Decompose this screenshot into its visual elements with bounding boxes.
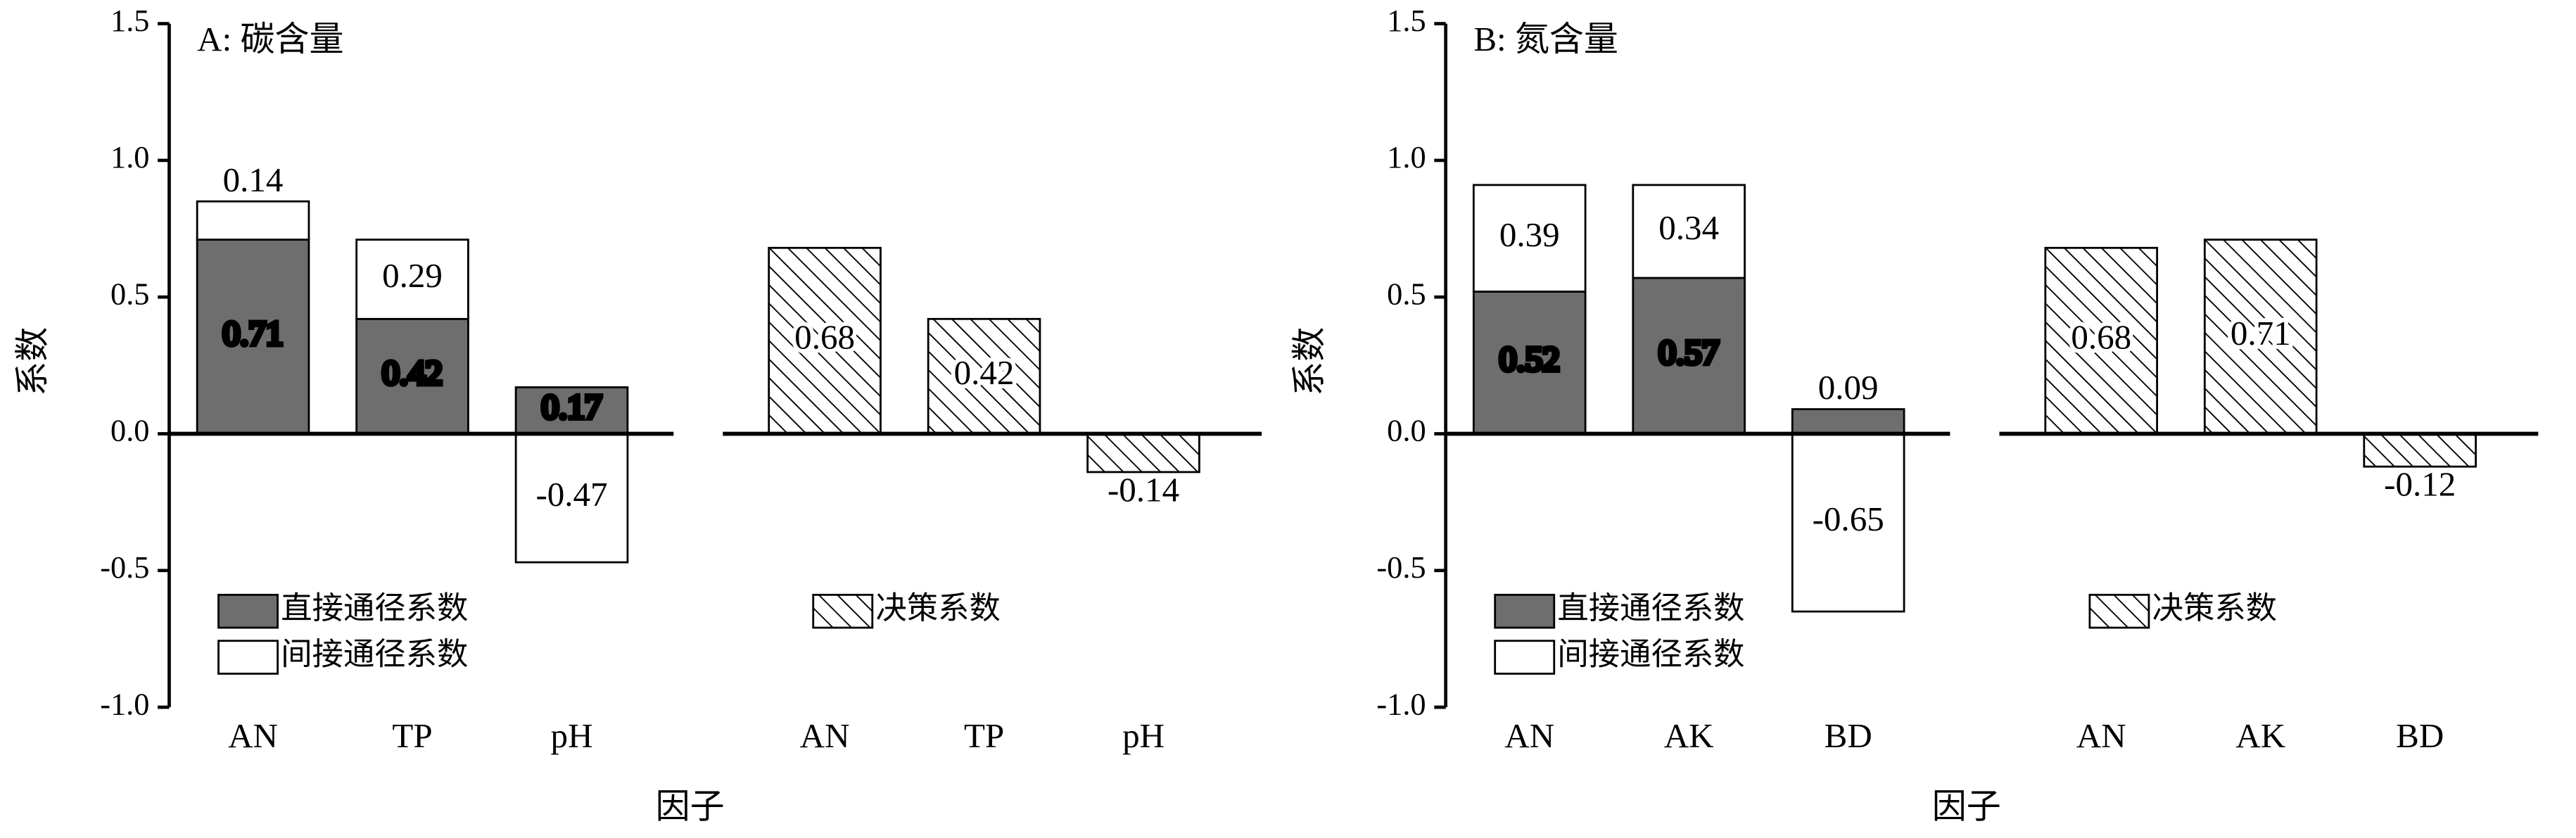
- legend-label: 直接通径系数: [1557, 590, 1744, 626]
- y-tick-label: 1.5: [110, 3, 149, 38]
- bar: [1632, 277, 1746, 435]
- legend-swatch: [217, 640, 279, 675]
- y-tick-label: 1.5: [1387, 3, 1426, 38]
- value-label: 0.17: [542, 388, 602, 426]
- x-tick-label: pH: [551, 716, 593, 755]
- legend-label: 直接通径系数: [281, 590, 468, 626]
- value-label: 0.71: [223, 314, 284, 353]
- bar: [1472, 184, 1587, 293]
- value-label: -0.12: [2384, 465, 2456, 504]
- value-label: 0.42: [954, 353, 1015, 392]
- x-tick-label: AN: [1504, 716, 1554, 755]
- bar: [2203, 239, 2318, 435]
- x-tick-label: TP: [964, 716, 1004, 755]
- x-axis-label: 因子: [1932, 787, 2001, 826]
- x-tick-label: AN: [2076, 716, 2126, 755]
- legend-label: 决策系数: [2152, 590, 2277, 626]
- y-tick-label: 0.5: [1387, 276, 1426, 311]
- x-tick-label: BD: [1825, 716, 1872, 755]
- y-tick-label: 1.0: [1387, 139, 1426, 174]
- value-label: 0.34: [1658, 208, 1719, 247]
- legend-swatch: [1494, 640, 1556, 675]
- value-label: -0.14: [1108, 471, 1179, 509]
- bar: [2363, 433, 2477, 468]
- x-tick-label: BD: [2396, 716, 2444, 755]
- bar: [1791, 433, 1905, 613]
- bar: [196, 200, 310, 241]
- value-label: -0.65: [1813, 500, 1884, 538]
- y-tick-label: 1.0: [110, 139, 149, 174]
- value-label: 0.57: [1658, 333, 1719, 372]
- legend-swatch: [812, 593, 874, 629]
- y-tick-label: 0.0: [1387, 413, 1426, 448]
- bar: [514, 433, 629, 564]
- value-label: 0.39: [1499, 215, 1560, 254]
- value-label: 0.71: [2231, 314, 2291, 353]
- bar: [1086, 433, 1200, 474]
- x-tick-label: AK: [2235, 716, 2285, 755]
- value-label: 0.29: [382, 256, 443, 295]
- y-tick-label: -0.5: [1376, 550, 1426, 585]
- y-tick-label: 0.5: [110, 276, 149, 311]
- x-tick-label: pH: [1122, 716, 1165, 755]
- legend-swatch: [217, 593, 279, 629]
- legend-label: 间接通径系数: [1557, 636, 1744, 671]
- value-label: 0.42: [382, 353, 443, 392]
- legend-label: 决策系数: [875, 590, 1000, 626]
- x-tick-label: AK: [1664, 716, 1714, 755]
- bar: [514, 386, 629, 435]
- legend-label: 间接通径系数: [281, 636, 468, 671]
- value-label: 0.09: [1818, 368, 1879, 407]
- y-tick-label: -1.0: [1376, 686, 1426, 721]
- value-label: 0.14: [223, 160, 284, 199]
- bar: [768, 246, 882, 435]
- y-tick-label: -1.0: [100, 686, 149, 721]
- x-tick-label: TP: [392, 716, 432, 755]
- value-label: 0.52: [1499, 340, 1560, 379]
- x-tick-label: AN: [228, 716, 278, 755]
- y-axis-label: 系数: [1290, 327, 1328, 396]
- x-tick-label: AN: [800, 716, 850, 755]
- bar: [355, 239, 469, 320]
- value-label: 0.68: [794, 318, 855, 357]
- y-axis-label: 系数: [13, 327, 52, 396]
- bar: [1632, 184, 1746, 279]
- bar: [2044, 246, 2159, 435]
- value-label: 0.68: [2071, 318, 2131, 357]
- legend-swatch: [2088, 593, 2150, 629]
- chart-title: B: 氮含量: [1473, 20, 1618, 58]
- y-tick-label: -0.5: [100, 550, 149, 585]
- bar: [1791, 408, 1905, 435]
- value-label: -0.47: [535, 475, 607, 514]
- bar: [355, 317, 469, 435]
- chart-title: A: 碳含量: [197, 20, 343, 58]
- y-tick-label: 0.0: [110, 413, 149, 448]
- legend-swatch: [1494, 593, 1556, 629]
- bar: [927, 317, 1041, 435]
- x-axis-label: 因子: [656, 787, 725, 826]
